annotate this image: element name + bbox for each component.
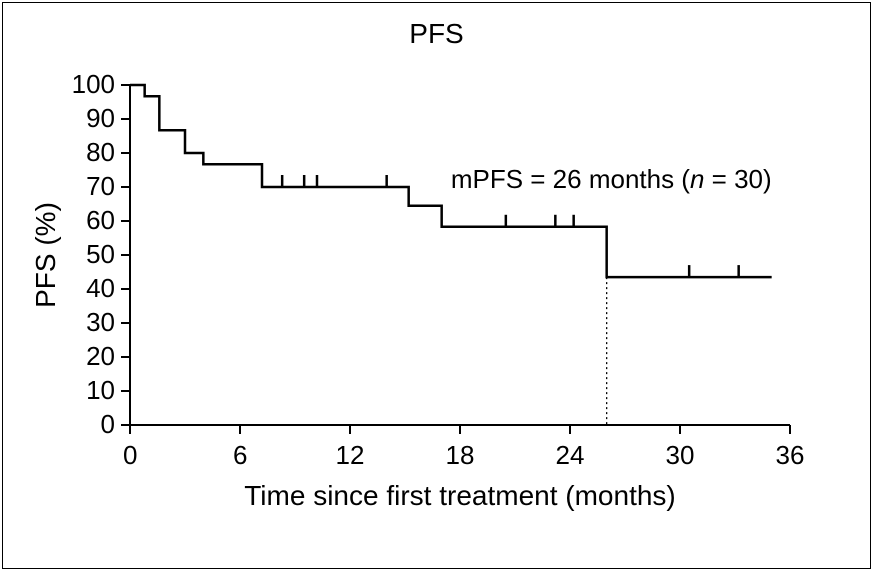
x-tick-label: 18: [446, 440, 475, 471]
y-tick-label: 0: [101, 409, 115, 440]
y-tick-label: 40: [86, 273, 115, 304]
x-tick-label: 30: [666, 440, 695, 471]
y-tick-label: 80: [86, 137, 115, 168]
x-tick-label: 24: [556, 440, 585, 471]
x-tick-label: 0: [123, 440, 137, 471]
y-tick-label: 90: [86, 103, 115, 134]
km-plot: [0, 0, 873, 571]
y-tick-label: 10: [86, 375, 115, 406]
y-tick-label: 20: [86, 341, 115, 372]
x-tick-label: 12: [336, 440, 365, 471]
y-tick-label: 50: [86, 239, 115, 270]
y-tick-label: 100: [72, 69, 115, 100]
y-tick-label: 30: [86, 307, 115, 338]
y-tick-label: 60: [86, 205, 115, 236]
y-tick-label: 70: [86, 171, 115, 202]
x-tick-label: 6: [233, 440, 247, 471]
figure-container: PFS PFS (%) Time since first treatment (…: [0, 0, 873, 571]
x-tick-label: 36: [776, 440, 805, 471]
